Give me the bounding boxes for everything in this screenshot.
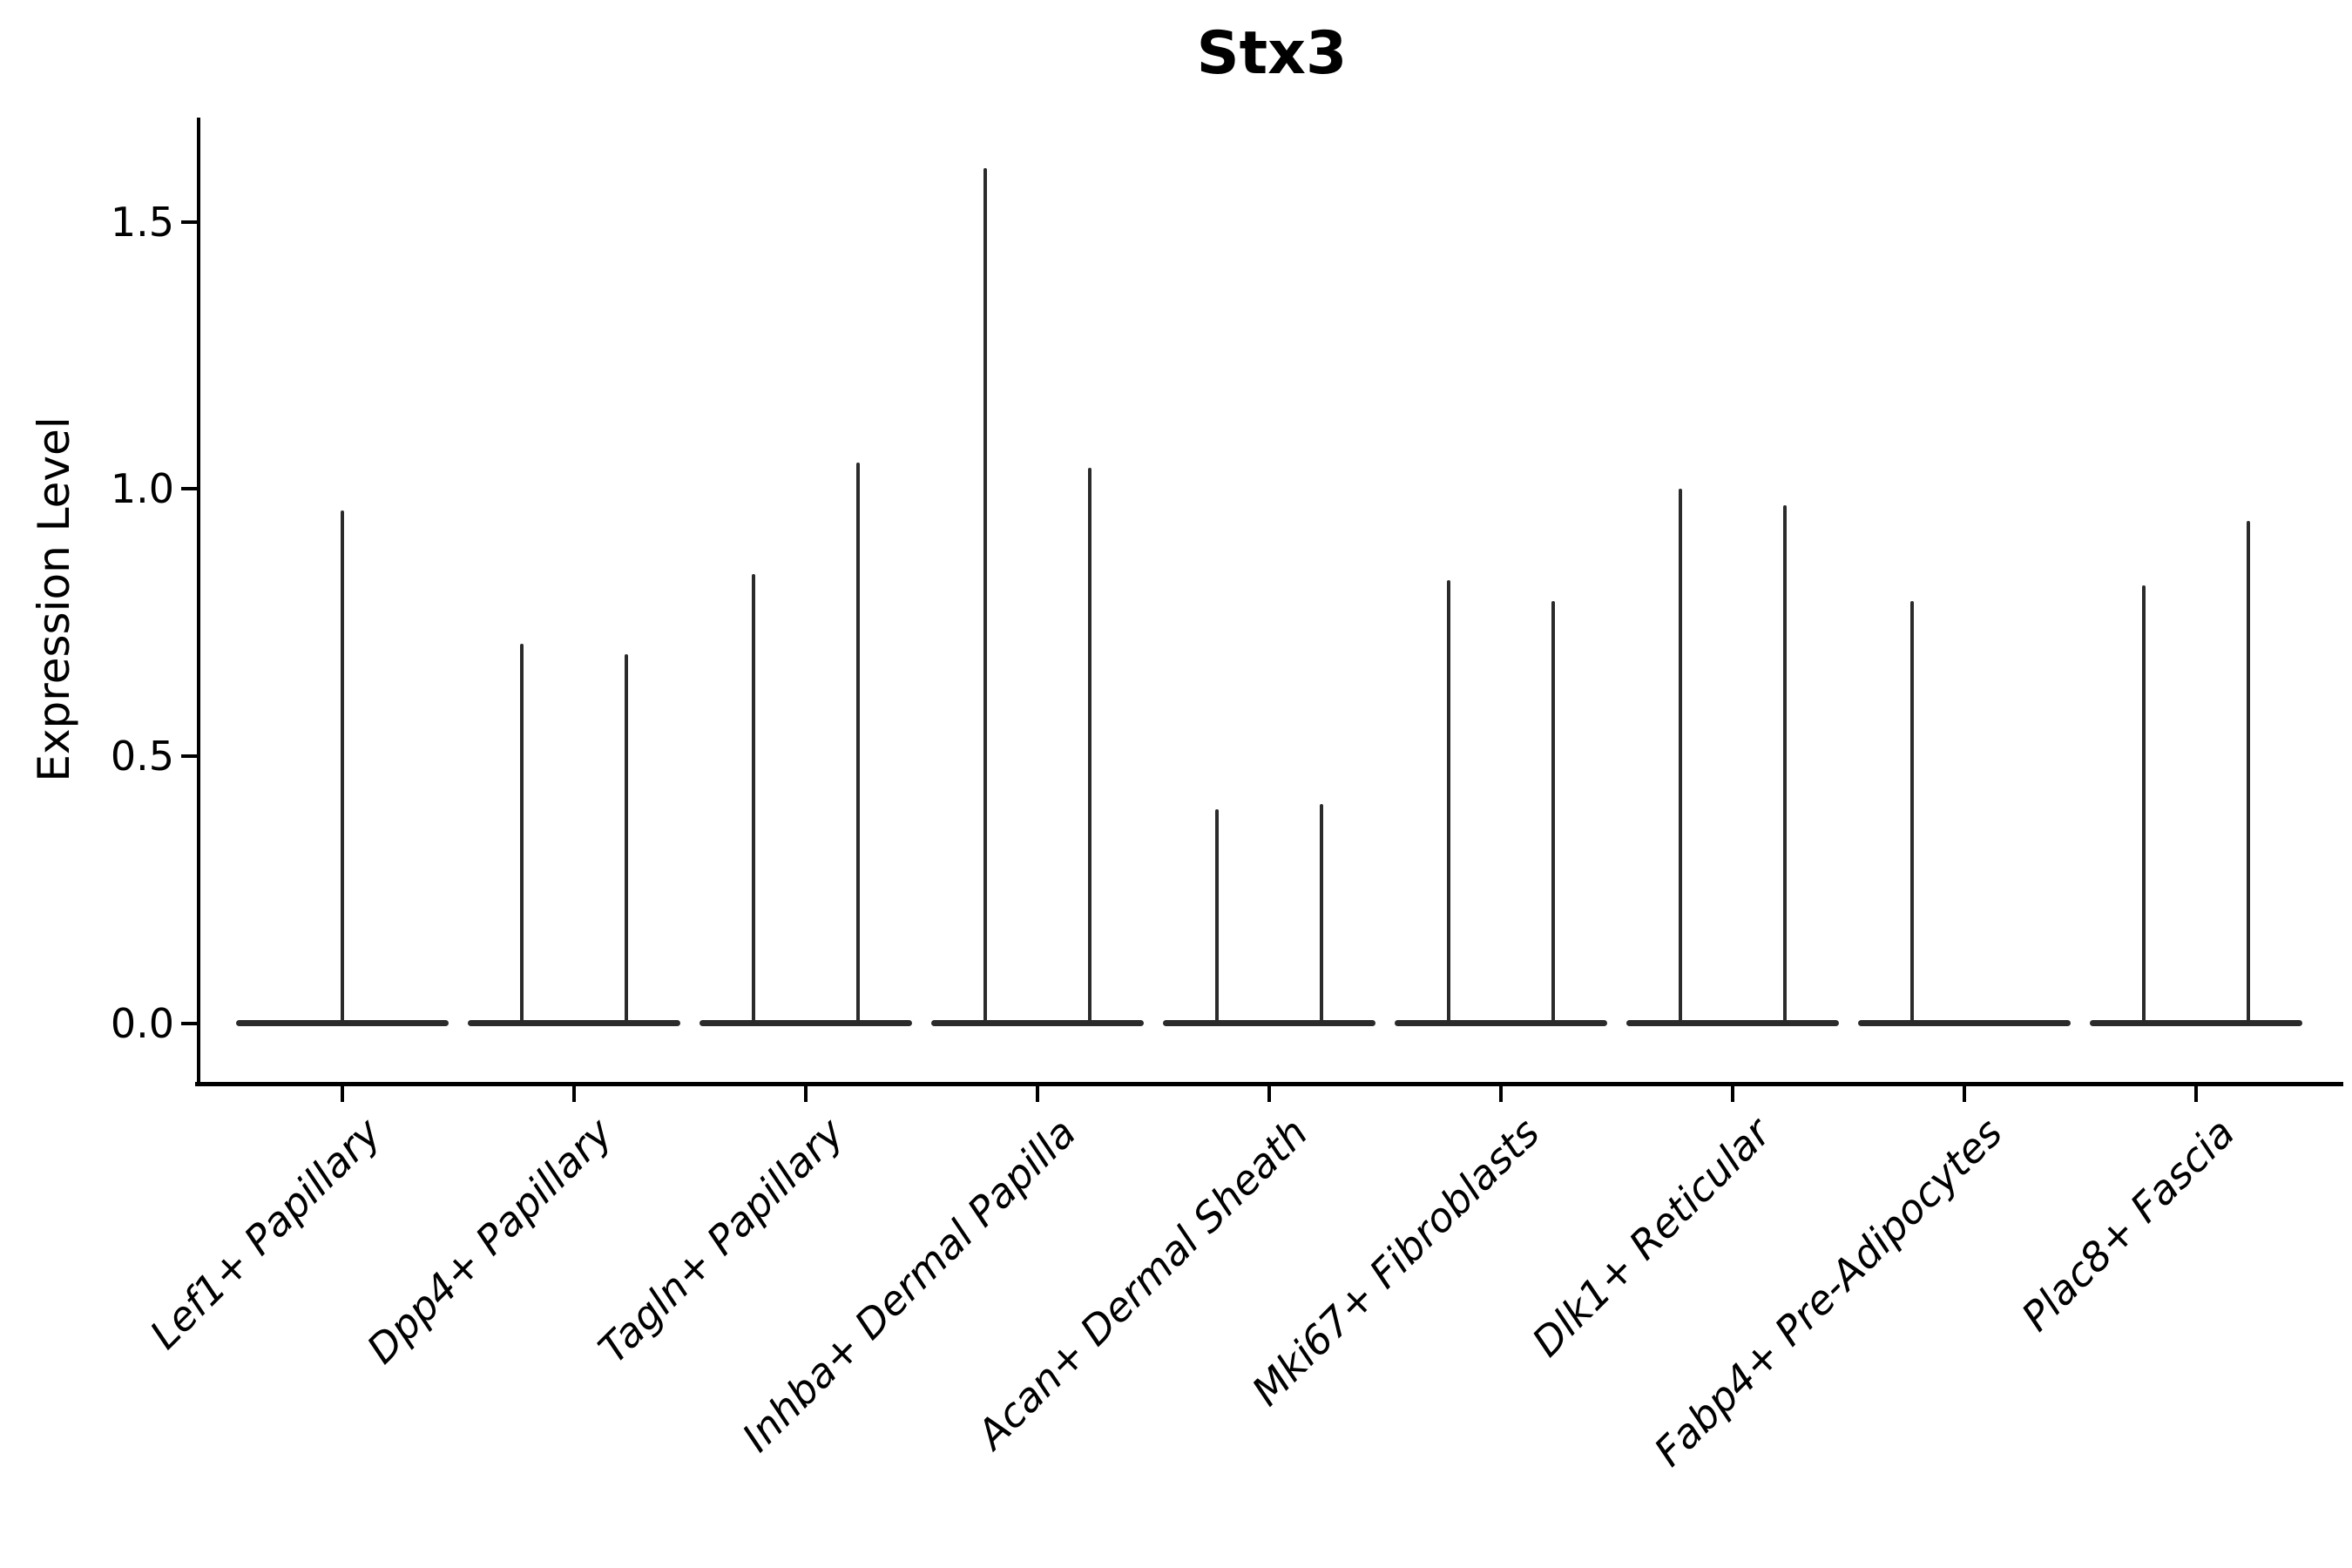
- y-tick-label: 1.5: [110, 198, 174, 246]
- violin-baseline: [1626, 1020, 1839, 1027]
- x-tick-mark: [572, 1086, 576, 1102]
- violin-spike: [520, 644, 524, 1026]
- y-axis-spine: [197, 118, 200, 1086]
- x-tick-mark: [1731, 1086, 1734, 1102]
- violin-spike: [1088, 467, 1092, 1026]
- y-tick-label: 0.5: [110, 733, 174, 780]
- x-category-label: Tagln+ Papillary: [589, 1109, 854, 1373]
- y-tick-mark: [181, 220, 197, 224]
- violin-spike: [1215, 809, 1219, 1026]
- x-tick-mark: [1267, 1086, 1271, 1102]
- violin-spike: [1783, 504, 1787, 1026]
- x-category-label: Lef1+ Papillary: [140, 1109, 390, 1358]
- violin-spike: [1447, 579, 1450, 1026]
- x-tick-mark: [804, 1086, 808, 1102]
- violin-baseline: [1163, 1020, 1375, 1027]
- violin-spike: [752, 574, 755, 1026]
- violin-baseline: [931, 1020, 1144, 1027]
- x-tick-mark: [1499, 1086, 1503, 1102]
- y-tick-mark: [181, 487, 197, 491]
- violin-baseline: [468, 1020, 680, 1027]
- x-category-label: Dpp4+ Papillary: [357, 1109, 622, 1373]
- violin-spike: [1910, 601, 1914, 1026]
- chart-title: Stx3: [1196, 19, 1348, 88]
- violin-baseline: [2090, 1020, 2302, 1027]
- violin-spike: [2142, 585, 2146, 1026]
- x-tick-mark: [341, 1086, 344, 1102]
- y-tick-mark: [181, 754, 197, 758]
- violin-baseline: [1858, 1020, 2071, 1027]
- x-axis-spine: [195, 1082, 2343, 1086]
- violin-spike: [1551, 601, 1555, 1026]
- violin-spike: [625, 654, 628, 1026]
- violin-spike: [2247, 521, 2250, 1026]
- y-tick-label: 1.0: [110, 465, 174, 513]
- violin-spike: [1320, 804, 1323, 1026]
- violin-spike: [983, 168, 987, 1026]
- x-tick-mark: [1963, 1086, 1966, 1102]
- x-category-label: Plac8+ Fascia: [2011, 1109, 2244, 1341]
- violin-baseline: [700, 1020, 912, 1027]
- violin-spike: [341, 510, 344, 1026]
- y-tick-label: 0.0: [110, 999, 174, 1047]
- violin-spike: [856, 462, 860, 1026]
- violin-baseline: [1395, 1020, 1607, 1027]
- x-tick-mark: [1036, 1086, 1039, 1102]
- violin-spike: [1679, 489, 1682, 1026]
- plot-area: 0.0 0.5 1.0 1.5 Lef1+ Papillary Dpp4+ Papill…: [111, 118, 2343, 1475]
- x-category-label: Dlk1+ Reticular: [1523, 1109, 1781, 1366]
- y-tick-mark: [181, 1021, 197, 1025]
- x-tick-mark: [2194, 1086, 2198, 1102]
